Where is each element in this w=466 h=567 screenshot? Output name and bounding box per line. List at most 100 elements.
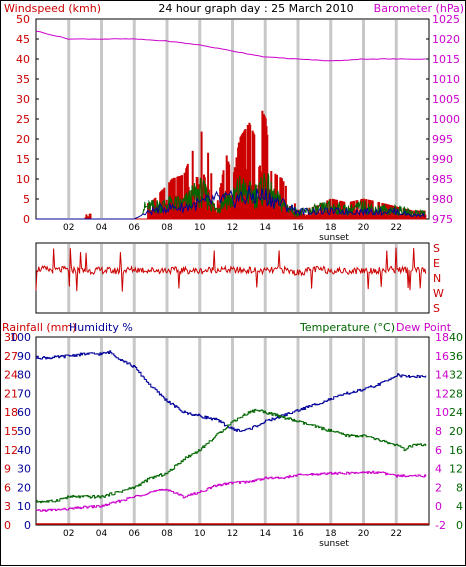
dew-ticks-label: 10 xyxy=(435,406,449,419)
temp-ticks-label: 32 xyxy=(449,369,463,382)
dew-ticks-label: 16 xyxy=(435,350,449,363)
left-tick-label: 30 xyxy=(16,93,30,106)
x-tick-label: 10 xyxy=(194,529,206,539)
avg-wind-series xyxy=(36,185,425,220)
temp-humidity-chart: 0369121518212427300102030405060708090100… xyxy=(2,321,463,549)
left-tick-label: 35 xyxy=(16,73,30,86)
x-tick-label: 04 xyxy=(96,223,108,233)
right-tick-label: 1025 xyxy=(432,13,460,26)
temp-ticks-label: 12 xyxy=(449,463,463,476)
rain-ticks-label: 6 xyxy=(4,481,11,494)
left-tick-label: 15 xyxy=(16,153,30,166)
x-tick-label: 14 xyxy=(260,529,272,539)
chart-title: 24 hour graph day : 25 March 2010 xyxy=(158,2,353,15)
dew-ticks-label: 18 xyxy=(435,331,449,344)
dew-ticks-label: 4 xyxy=(435,463,442,476)
wind-series xyxy=(142,173,426,219)
humidity-ticks-label: 50 xyxy=(17,425,31,438)
wind-barometer-chart: 0510152025303540455097598098599099510001… xyxy=(4,2,464,243)
dew-ticks-label: 12 xyxy=(435,387,449,400)
humidity-series xyxy=(36,350,427,432)
x-tick-label: 22 xyxy=(391,529,402,539)
right-tick-label: 975 xyxy=(432,213,453,226)
humidity-ticks-label: 80 xyxy=(17,369,31,382)
humidity-ticks-label: 0 xyxy=(24,519,31,532)
left-tick-label: 0 xyxy=(23,213,30,226)
barometer-series xyxy=(35,30,426,62)
humidity-ticks-label: 30 xyxy=(17,463,31,476)
sunset-label: sunset xyxy=(319,539,349,549)
x-tick-label: 12 xyxy=(227,529,238,539)
left-tick-label: 10 xyxy=(16,173,30,186)
x-tick-label: 18 xyxy=(325,223,337,233)
sunset-label: sunset xyxy=(319,233,349,243)
x-tick-label: 14 xyxy=(260,223,272,233)
direction-label: W xyxy=(433,287,444,300)
rain-ticks-label: 0 xyxy=(4,519,11,532)
x-tick-label: 02 xyxy=(63,529,74,539)
temp-ticks-label: 4 xyxy=(456,500,463,513)
dewpoint-axis-title: Dew Point xyxy=(396,321,452,334)
temperature-axis-title: Temperature (°C) xyxy=(299,321,395,334)
dewpoint-series xyxy=(36,470,427,512)
left-tick-label: 50 xyxy=(16,13,30,26)
direction-label: S xyxy=(433,242,440,255)
rain-ticks-label: 3 xyxy=(4,500,11,513)
rain-ticks-label: 21 xyxy=(4,387,18,400)
rain-ticks-label: 12 xyxy=(4,444,18,457)
left-tick-label: 25 xyxy=(16,113,30,126)
humidity-ticks-label: 70 xyxy=(17,387,31,400)
left-tick-label: 45 xyxy=(16,33,30,46)
rain-ticks-label: 18 xyxy=(4,406,18,419)
temperature-series xyxy=(36,408,427,504)
right-tick-label: 995 xyxy=(432,133,453,146)
right-tick-label: 1000 xyxy=(432,113,460,126)
humidity-ticks-label: 40 xyxy=(17,444,31,457)
temp-ticks-label: 40 xyxy=(449,331,463,344)
x-tick-label: 12 xyxy=(227,223,238,233)
humidity-ticks-label: 10 xyxy=(17,500,31,513)
rain-ticks-label: 9 xyxy=(4,463,11,476)
right-axis-title: Barometer (hPa) xyxy=(374,2,464,15)
x-tick-label: 10 xyxy=(194,223,206,233)
left-tick-label: 40 xyxy=(16,53,30,66)
right-tick-label: 985 xyxy=(432,173,453,186)
dew-ticks-label: 6 xyxy=(435,444,442,457)
rain-ticks-label: 24 xyxy=(4,369,18,382)
rainfall-axis-title: Rainfall (mm) xyxy=(2,321,76,334)
temp-ticks-label: 28 xyxy=(449,387,463,400)
temp-ticks-label: 36 xyxy=(449,350,463,363)
right-tick-label: 980 xyxy=(432,193,453,206)
right-tick-label: 1015 xyxy=(432,53,460,66)
x-tick-label: 16 xyxy=(292,223,304,233)
temp-ticks-label: 16 xyxy=(449,444,463,457)
direction-label: S xyxy=(433,302,440,315)
dew-ticks-label: 2 xyxy=(435,481,442,494)
humidity-axis-title: Humidity % xyxy=(69,321,133,334)
x-tick-label: 06 xyxy=(129,223,141,233)
x-tick-label: 02 xyxy=(63,223,74,233)
x-tick-label: 08 xyxy=(161,529,173,539)
x-tick-label: 04 xyxy=(96,529,108,539)
left-axis-title: Windspeed (kmh) xyxy=(4,2,101,15)
humidity-ticks-label: 100 xyxy=(10,331,31,344)
x-tick-label: 22 xyxy=(391,223,402,233)
right-tick-label: 1020 xyxy=(432,33,460,46)
x-tick-label: 20 xyxy=(358,223,370,233)
x-tick-label: 08 xyxy=(161,223,173,233)
x-tick-label: 06 xyxy=(129,529,141,539)
x-tick-label: 20 xyxy=(358,529,370,539)
left-tick-label: 20 xyxy=(16,133,30,146)
right-tick-label: 990 xyxy=(432,153,453,166)
humidity-ticks-label: 20 xyxy=(17,481,31,494)
wind-direction-series xyxy=(35,247,427,292)
temp-ticks-label: 20 xyxy=(449,425,463,438)
right-tick-label: 1005 xyxy=(432,93,460,106)
temp-ticks-label: 8 xyxy=(456,481,463,494)
dew-ticks-label: 0 xyxy=(435,500,442,513)
rain-ticks-label: 27 xyxy=(4,350,18,363)
x-tick-label: 16 xyxy=(292,529,304,539)
